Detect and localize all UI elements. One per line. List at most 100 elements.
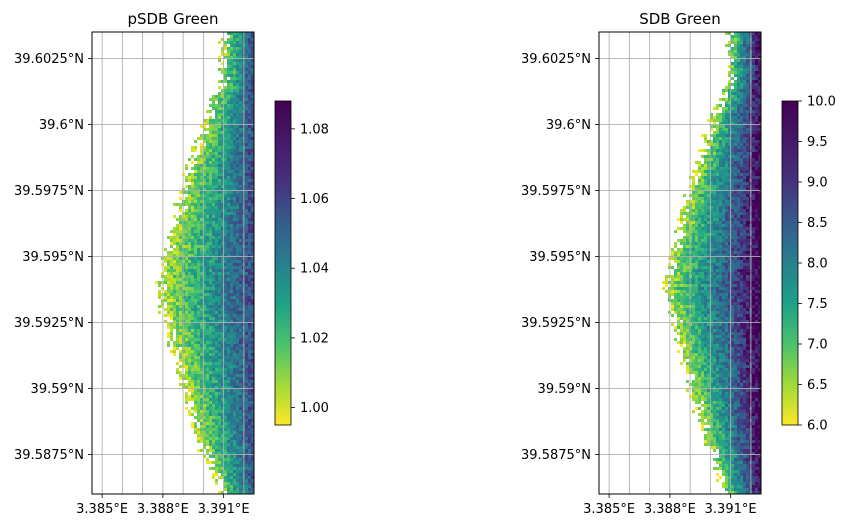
heatmap-cell (194, 398, 197, 401)
heatmap-cell (230, 314, 233, 317)
heatmap-cell (248, 86, 251, 89)
heatmap-cell (251, 230, 254, 233)
heatmap-cell (683, 212, 686, 215)
heatmap-cell (170, 272, 173, 275)
heatmap-cell (701, 284, 704, 287)
heatmap-cell (218, 398, 221, 401)
heatmap-cell (251, 458, 254, 461)
heatmap-cell (215, 164, 218, 167)
heatmap-cell (737, 218, 740, 221)
heatmap-cell (734, 131, 737, 134)
heatmap-cell (251, 389, 254, 392)
heatmap-cell (227, 308, 230, 311)
heatmap-cell (746, 77, 749, 80)
heatmap-cell (185, 275, 188, 278)
heatmap-cell (209, 257, 212, 260)
heatmap-cell (251, 311, 254, 314)
heatmap-cell (239, 368, 242, 371)
heatmap-cell (245, 368, 248, 371)
heatmap-cell (191, 413, 194, 416)
heatmap-cell (218, 320, 221, 323)
heatmap-cell (734, 101, 737, 104)
heatmap-cell (236, 185, 239, 188)
heatmap-cell (179, 299, 182, 302)
heatmap-cell (728, 242, 731, 245)
heatmap-cell (722, 122, 725, 125)
heatmap-cell (230, 113, 233, 116)
heatmap-cell (245, 389, 248, 392)
heatmap-cell (725, 245, 728, 248)
x-tick-label: 3.391°E (198, 502, 250, 517)
heatmap-cell (194, 263, 197, 266)
heatmap-cell (701, 212, 704, 215)
heatmap-cell (746, 125, 749, 128)
heatmap-cell (248, 374, 251, 377)
heatmap-cell (233, 452, 236, 455)
heatmap-cell (230, 431, 233, 434)
heatmap-cell (239, 35, 242, 38)
heatmap-cell (245, 362, 248, 365)
heatmap-cell (218, 365, 221, 368)
heatmap-cell (179, 266, 182, 269)
heatmap-cell (692, 281, 695, 284)
heatmap-cell (233, 296, 236, 299)
heatmap-cell (758, 167, 761, 170)
heatmap-cell (209, 293, 212, 296)
heatmap-cell (725, 197, 728, 200)
heatmap-cell (758, 83, 761, 86)
heatmap-cell (194, 308, 197, 311)
heatmap-cell (194, 368, 197, 371)
heatmap-cell (743, 227, 746, 230)
heatmap-cell (245, 284, 248, 287)
heatmap-cell (215, 410, 218, 413)
heatmap-cell (200, 341, 203, 344)
heatmap-cell (212, 140, 215, 143)
heatmap-cell (221, 188, 224, 191)
heatmap-cell (227, 410, 230, 413)
heatmap-cell (212, 326, 215, 329)
panel-sdb: SDB Green 39.5875°N39.59°N39.5925°N39.59… (521, 10, 836, 517)
heatmap-cell (233, 230, 236, 233)
heatmap-cell (248, 389, 251, 392)
heatmap-cell (206, 314, 209, 317)
heatmap-cell (194, 176, 197, 179)
heatmap-cell (233, 212, 236, 215)
heatmap-cell (716, 281, 719, 284)
heatmap-cell (230, 269, 233, 272)
heatmap-cell (713, 221, 716, 224)
heatmap-cell (740, 41, 743, 44)
heatmap-cell (680, 227, 683, 230)
heatmap-cell (713, 143, 716, 146)
heatmap-cell (239, 242, 242, 245)
heatmap-cell (245, 335, 248, 338)
heatmap-cell (236, 260, 239, 263)
heatmap-cell (245, 323, 248, 326)
heatmap-cell (704, 140, 707, 143)
heatmap-cell (209, 254, 212, 257)
heatmap-cell (203, 398, 206, 401)
heatmap-cell (248, 464, 251, 467)
heatmap-cell (170, 290, 173, 293)
heatmap-cell (710, 266, 713, 269)
heatmap-cell (239, 407, 242, 410)
heatmap-cell (185, 317, 188, 320)
heatmap-cell (722, 89, 725, 92)
heatmap-cell (746, 146, 749, 149)
heatmap-cell (713, 152, 716, 155)
heatmap-cell (707, 245, 710, 248)
heatmap-cell (233, 359, 236, 362)
heatmap-cell (239, 332, 242, 335)
heatmap-cell (728, 134, 731, 137)
heatmap-cell (731, 113, 734, 116)
heatmap-cell (725, 182, 728, 185)
heatmap-cell (248, 245, 251, 248)
heatmap-cell (236, 266, 239, 269)
heatmap-cell (758, 50, 761, 53)
heatmap-cell (209, 362, 212, 365)
heatmap-cell (209, 242, 212, 245)
heatmap-cell (215, 224, 218, 227)
heatmap-cell (239, 44, 242, 47)
heatmap-cell (245, 62, 248, 65)
heatmap-cell (239, 488, 242, 491)
heatmap-cell (752, 50, 755, 53)
